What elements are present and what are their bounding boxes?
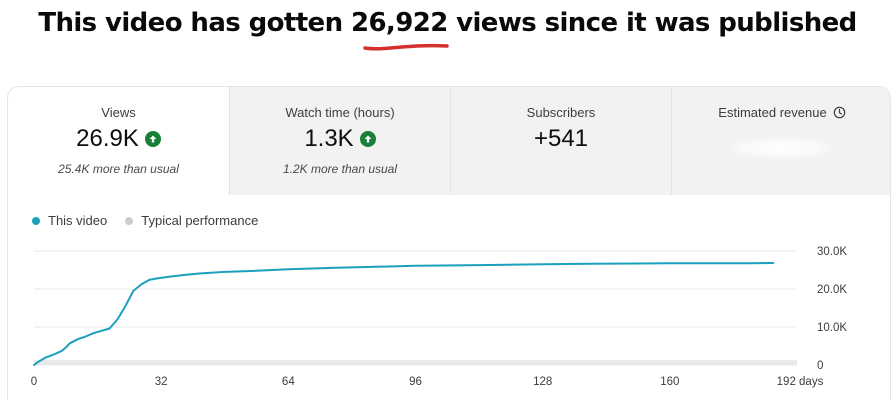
- x-tick-label: 96: [409, 376, 422, 388]
- metric-label: Subscribers: [526, 105, 596, 120]
- red-underline-annotation: [363, 43, 449, 51]
- y-tick-label: 10.0K: [817, 322, 847, 334]
- metric-tab-subscribers[interactable]: Subscribers +541: [450, 87, 671, 195]
- legend-item-typical-performance[interactable]: Typical performance: [125, 213, 258, 228]
- legend-item-this-video[interactable]: This video: [32, 213, 107, 228]
- chart-legend: This video Typical performance: [32, 213, 258, 228]
- legend-label: This video: [48, 213, 108, 228]
- views-line-chart: 0 10.0K 20.0K 30.0K 0 32 64 96 128 160 192 days: [31, 246, 848, 388]
- metric-value: 1.3K: [304, 125, 354, 152]
- trend-up-icon: [359, 131, 376, 147]
- typical-performance-band: [34, 360, 797, 365]
- metric-value: 26.9K: [76, 125, 139, 152]
- x-tick-label: 192 days: [777, 376, 824, 388]
- metric-tabs: Views 26.9K 25.4K more than usual Watch …: [8, 87, 890, 195]
- y-tick-label: 20.0K: [817, 284, 847, 296]
- y-tick-label: 30.0K: [817, 246, 847, 258]
- headline-text-after: views since it was published: [447, 8, 857, 38]
- x-tick-label: 64: [282, 376, 295, 388]
- page-headline: This video has gotten 26,922 views since…: [0, 8, 895, 38]
- x-tick-label: 160: [660, 376, 679, 388]
- x-tick-label: 32: [155, 376, 168, 388]
- metric-note: 25.4K more than usual: [58, 162, 179, 176]
- metric-note: 1.2K more than usual: [282, 162, 398, 176]
- metric-value: +541: [533, 125, 589, 152]
- x-tick-label: 128: [533, 376, 552, 388]
- metric-tab-watch-time[interactable]: Watch time (hours) 1.3K 1.2K more than u…: [229, 87, 450, 195]
- x-tick-label: 0: [31, 376, 37, 388]
- legend-dot-this-video: [32, 216, 40, 225]
- metric-label: Watch time (hours): [285, 105, 395, 120]
- legend-dot-typical: [125, 216, 134, 225]
- clock-icon: [833, 106, 846, 119]
- y-tick-label: 0: [817, 360, 823, 372]
- trend-up-icon: [144, 131, 161, 147]
- headline-text-before: This video has gotten: [38, 8, 351, 38]
- series-line-this-video: [33, 262, 775, 366]
- metric-label: Views: [101, 105, 136, 120]
- metric-tab-views[interactable]: Views 26.9K 25.4K more than usual: [8, 87, 229, 195]
- analytics-card: Views 26.9K 25.4K more than usual Watch …: [7, 86, 891, 400]
- metric-tab-estimated-revenue[interactable]: Estimated revenue: [671, 87, 890, 195]
- headline-view-count: 26,922: [350, 8, 448, 38]
- redacted-revenue-value: [727, 137, 837, 159]
- metric-label: Estimated revenue: [718, 105, 827, 120]
- legend-label: Typical performance: [141, 213, 259, 228]
